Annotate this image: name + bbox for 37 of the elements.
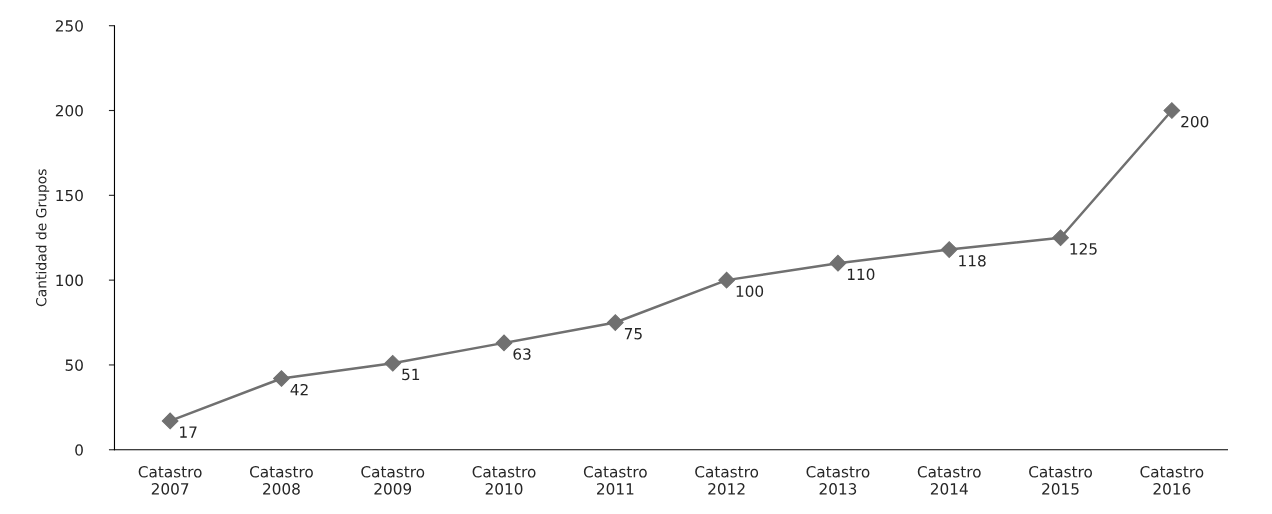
x-tick-label: Catastro 2009	[361, 465, 425, 495]
point	[495, 334, 513, 352]
data-label: 51	[402, 368, 420, 381]
point	[1052, 229, 1069, 247]
x-tick-label: Catastro 2014	[917, 465, 981, 495]
data-label: 125	[1070, 243, 1097, 255]
point	[829, 254, 847, 272]
y-axis-title: Cantidad de Grupos	[35, 169, 50, 307]
data-label: 200	[1181, 115, 1209, 128]
data-label: 17	[180, 426, 197, 438]
point	[718, 271, 736, 289]
y-tick-label: 0	[75, 444, 83, 456]
x-tick-label: Catastro 2007	[138, 465, 202, 495]
data-label: 118	[959, 254, 986, 267]
data-label: 110	[847, 268, 875, 281]
x-tick-label: Catastro 2013	[806, 465, 870, 495]
point	[940, 241, 958, 258]
point	[273, 370, 290, 387]
y-tick-label: 200	[55, 104, 83, 117]
point	[161, 412, 179, 430]
y-tick-label: 50	[65, 359, 83, 371]
point	[384, 354, 402, 372]
x-tick-label: Catastro 2016	[1140, 465, 1204, 495]
data-label: 42	[290, 383, 308, 396]
y-tick-label: 100	[56, 274, 83, 287]
data-label: 63	[513, 348, 531, 360]
data-label: 100	[736, 285, 764, 298]
data-label: 75	[624, 328, 642, 340]
x-tick-label: Catastro 2015	[1029, 465, 1092, 495]
y-tick-label: 150	[56, 189, 83, 202]
x-tick-label: Catastro 2011	[583, 465, 647, 495]
point	[606, 314, 624, 331]
x-tick-label: Catastro 2012	[695, 465, 759, 495]
point	[1163, 102, 1181, 119]
y-tick-label: 250	[55, 20, 83, 32]
x-tick-label: Catastro 2010	[472, 465, 536, 495]
x-tick-label: Catastro 2008	[249, 465, 313, 495]
